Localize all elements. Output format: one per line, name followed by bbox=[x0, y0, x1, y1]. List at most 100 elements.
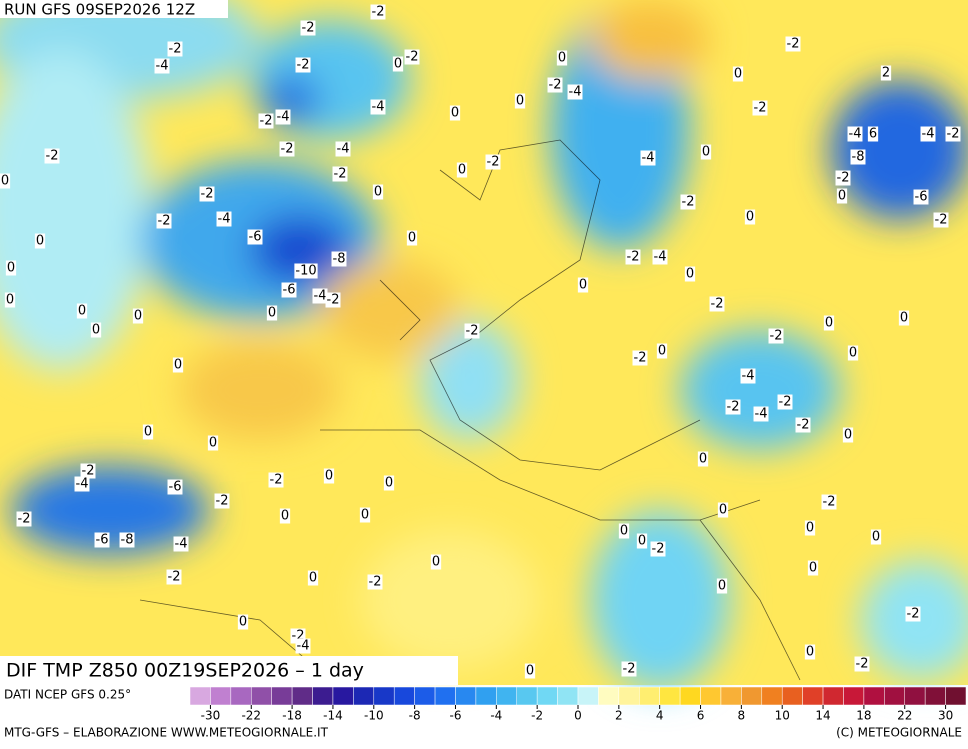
label-bg bbox=[268, 472, 284, 488]
color-swatch bbox=[802, 686, 824, 706]
label-bg bbox=[867, 126, 879, 142]
contour-label: 0 bbox=[385, 476, 393, 491]
contour-label: -4 bbox=[314, 289, 327, 304]
label-bg bbox=[821, 494, 837, 510]
contour-label: -2 bbox=[797, 418, 810, 433]
label-bg bbox=[785, 36, 801, 52]
label-bg bbox=[567, 84, 583, 100]
label-bg bbox=[142, 424, 154, 440]
label-bg bbox=[90, 322, 102, 338]
colorbar-tick-label: -22 bbox=[241, 709, 261, 723]
color-swatch bbox=[393, 686, 415, 706]
contour-label: -4 bbox=[849, 127, 862, 142]
label-bg bbox=[247, 229, 263, 245]
label-bg bbox=[577, 277, 589, 293]
label-bg bbox=[166, 569, 182, 585]
contour-label: -4 bbox=[922, 127, 935, 142]
contour-label: 0 bbox=[579, 278, 587, 293]
label-bg bbox=[842, 427, 854, 443]
label-bg bbox=[836, 188, 848, 204]
contour-label: 0 bbox=[281, 509, 289, 524]
contour-label: -2 bbox=[466, 324, 479, 339]
contour-labels: -2-2-2-4 -2 0 -2 0-2 -40-20 2-4 0 -2-4-2-2 -4-2-2… bbox=[0, 4, 961, 679]
colorbar-tick-label: -2 bbox=[531, 709, 543, 723]
contour-label: -2 bbox=[837, 171, 850, 186]
contour-label: 0 bbox=[718, 579, 726, 594]
label-bg bbox=[359, 507, 371, 523]
label-bg bbox=[383, 475, 395, 491]
contour-label: -4 bbox=[277, 110, 290, 125]
footer-right: (C) METEOGIORNALE bbox=[836, 726, 962, 740]
colorbar-tick-label: 8 bbox=[738, 709, 746, 723]
contour-label: -4 bbox=[755, 407, 768, 422]
contour-label: -8 bbox=[852, 150, 865, 165]
label-bg bbox=[325, 292, 341, 308]
contour-label: -4 bbox=[297, 639, 310, 654]
label-bg bbox=[740, 368, 756, 384]
contour-label: 0 bbox=[526, 664, 534, 679]
label-bg bbox=[449, 105, 461, 121]
colorbar-tick-label: 4 bbox=[656, 709, 664, 723]
contour-label: -2 bbox=[406, 50, 419, 65]
label-bg bbox=[172, 357, 184, 373]
contour-label: 0 bbox=[620, 524, 628, 539]
label-bg bbox=[392, 56, 404, 72]
label-bg bbox=[847, 345, 859, 361]
contour-label: 0 bbox=[849, 346, 857, 361]
contour-label: -2 bbox=[270, 473, 283, 488]
label-bg bbox=[652, 249, 668, 265]
contour-label: 0 bbox=[516, 94, 524, 109]
contour-label: 0 bbox=[638, 534, 646, 549]
label-bg bbox=[76, 303, 88, 319]
title-box bbox=[0, 656, 458, 685]
contour-label: 0 bbox=[825, 316, 833, 331]
label-bg bbox=[880, 65, 892, 81]
label-bg bbox=[199, 186, 215, 202]
label-bg bbox=[323, 468, 335, 484]
contour-label: 0 bbox=[174, 358, 182, 373]
contour-label: -4 bbox=[372, 100, 385, 115]
colorbar-tick-label: 2 bbox=[615, 709, 623, 723]
contour-label: -2 bbox=[297, 58, 310, 73]
label-bg bbox=[753, 406, 769, 422]
color-swatch bbox=[189, 686, 211, 706]
label-bg bbox=[621, 661, 637, 677]
contour-label: 0 bbox=[806, 645, 814, 660]
map-field bbox=[0, 0, 968, 690]
label-bg bbox=[370, 99, 386, 115]
label-bg bbox=[464, 323, 480, 339]
label-bg bbox=[406, 230, 418, 246]
colorbar-tick-label: -30 bbox=[201, 709, 221, 723]
label-bg bbox=[744, 209, 756, 225]
label-bg bbox=[258, 113, 274, 129]
label-bg bbox=[524, 663, 536, 679]
label-bg bbox=[905, 606, 921, 622]
contour-label: -2 bbox=[487, 155, 500, 170]
color-swatch bbox=[598, 686, 620, 706]
label-bg bbox=[281, 282, 297, 298]
color-swatch bbox=[230, 686, 252, 706]
contour-label: 0 bbox=[268, 306, 276, 321]
label-bg bbox=[807, 560, 819, 576]
contour-label: -2 bbox=[823, 495, 836, 510]
label-bg bbox=[933, 212, 949, 228]
color-swatch bbox=[904, 686, 926, 706]
contour-label: -6 bbox=[96, 533, 109, 548]
label-bg bbox=[275, 109, 291, 125]
contour-label: 0 bbox=[374, 185, 382, 200]
contour-label: -4 bbox=[156, 59, 169, 74]
label-bg bbox=[266, 305, 278, 321]
contour-label: -2 bbox=[334, 167, 347, 182]
color-swatch bbox=[924, 686, 946, 706]
label-bg bbox=[485, 154, 501, 170]
label-bg bbox=[44, 148, 60, 164]
label-bg bbox=[214, 493, 230, 509]
contour-label: 0 bbox=[1, 174, 9, 189]
colorbar-tick-label: -18 bbox=[282, 709, 302, 723]
contour-label: 0 bbox=[702, 145, 710, 160]
color-swatch bbox=[557, 686, 579, 706]
colorbar-tick-label: 18 bbox=[856, 709, 871, 723]
color-swatch bbox=[312, 686, 334, 706]
label-bg bbox=[132, 308, 144, 324]
color-swatch bbox=[761, 686, 783, 706]
